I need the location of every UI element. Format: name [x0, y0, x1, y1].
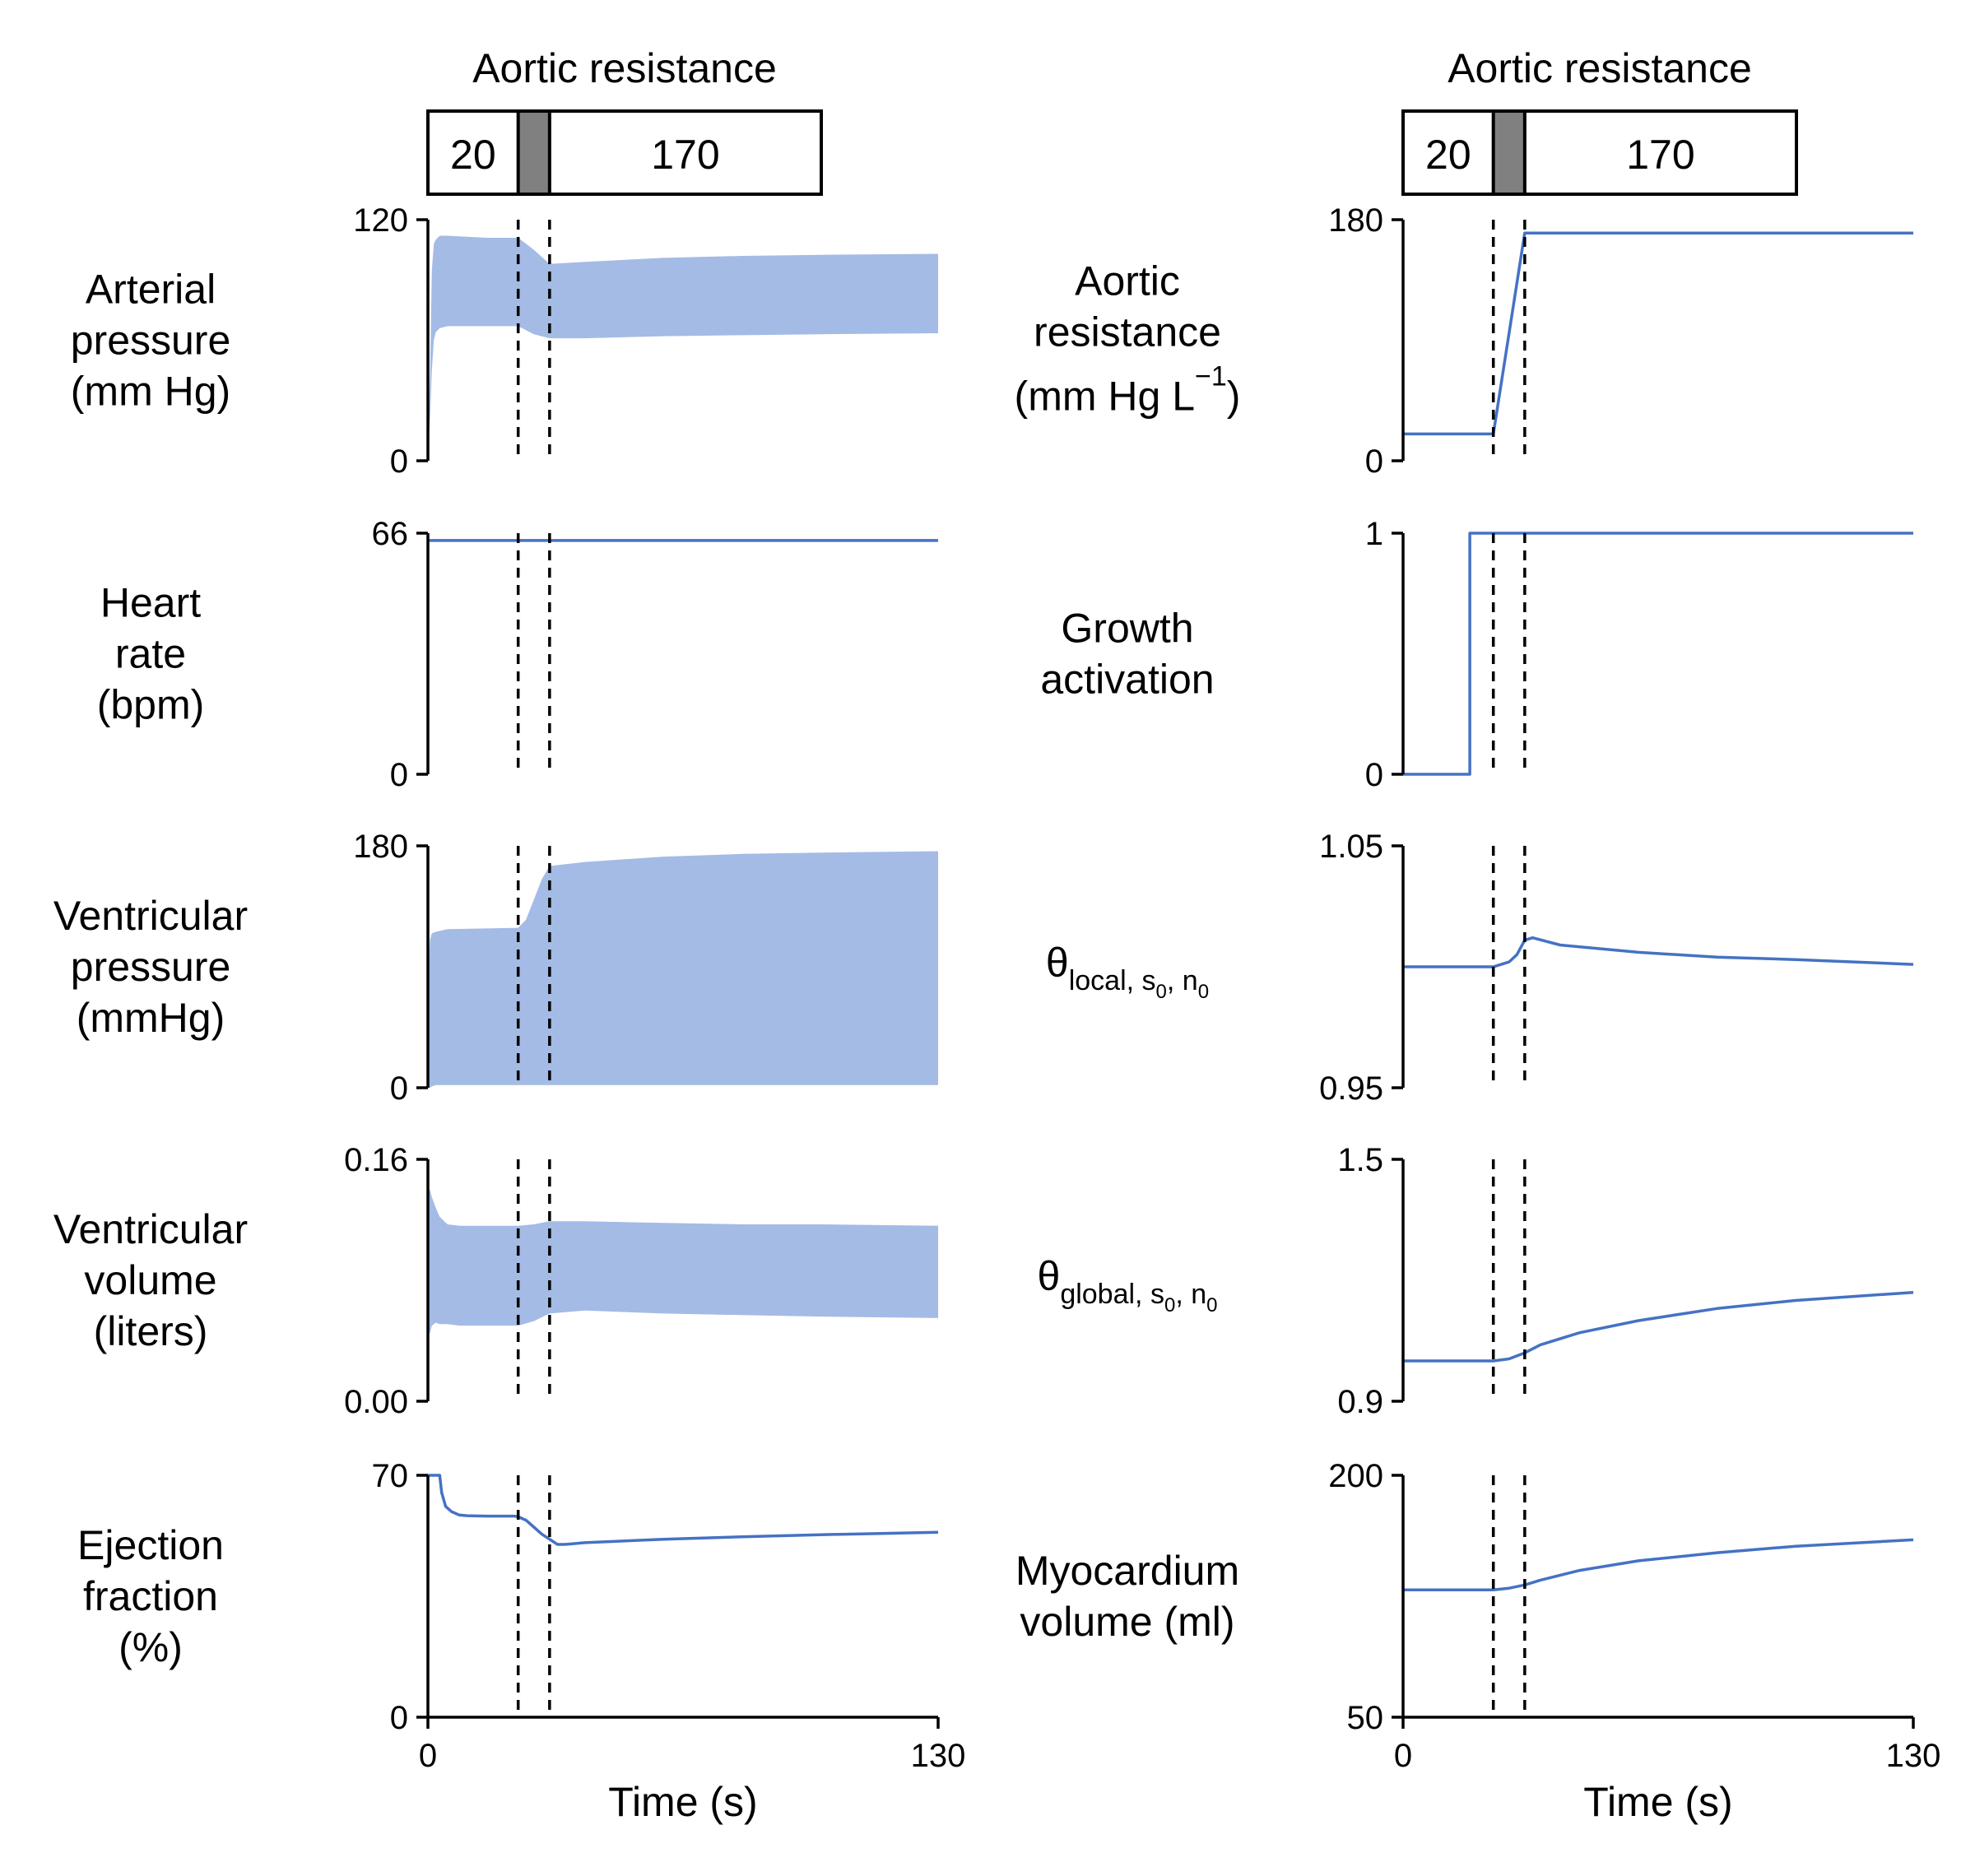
y-tick-label: 0	[390, 1700, 408, 1736]
row-label-right-3: θlocal, s0, n0	[1046, 940, 1209, 1003]
panel-left-5: 0 70 0 130 Time (s)	[372, 1458, 966, 1825]
row-label-left-4: Ventricular volume (liters)	[53, 1206, 248, 1354]
panel-right-5: 50 200 0 130 Time (s)	[1328, 1458, 1940, 1825]
row-label-left-1: Arterial pressure (mm Hg)	[71, 267, 231, 415]
row-label-right-4: θglobal, s0, n0	[1038, 1253, 1218, 1316]
resistance-bar-frame	[426, 109, 823, 196]
row-label-line: (%)	[118, 1624, 183, 1670]
transition-block	[518, 111, 550, 194]
series-line	[1403, 1290, 1914, 1363]
row-label-line: (mm Hg L−1)	[1015, 361, 1241, 420]
row-label-line: volume	[84, 1257, 216, 1303]
row-label-line: volume (ml)	[1020, 1599, 1234, 1645]
transition-block	[1493, 111, 1525, 194]
x-axis-title: Time (s)	[1583, 1779, 1732, 1825]
resistance-low-label: 20	[1425, 132, 1471, 178]
panel-left-2: 0 66	[372, 516, 938, 793]
row-label-left-5: Ejection fraction (%)	[77, 1522, 224, 1670]
y-tick-label: 0	[1365, 757, 1383, 793]
row-label-line: Myocardium	[1015, 1548, 1239, 1594]
y-tick-label: 180	[1328, 202, 1383, 239]
resistance-low-label: 20	[450, 132, 496, 178]
y-tick-label: 180	[353, 829, 408, 865]
x-axis-title: Time (s)	[608, 1779, 757, 1825]
theta-label: θlocal, s0, n0	[1046, 940, 1209, 1003]
row-label-left-3: Ventricular pressure (mmHg)	[53, 893, 248, 1041]
row-label-right-1: Aortic resistance (mm Hg L−1)	[1015, 258, 1241, 420]
y-tick-label: 0	[390, 1070, 408, 1107]
oscillation-band	[428, 1189, 938, 1334]
y-tick-label: 0	[1365, 443, 1383, 480]
x-tick-label: 130	[911, 1738, 966, 1774]
y-tick-label: 0.9	[1337, 1384, 1383, 1420]
y-tick-label: 200	[1328, 1458, 1383, 1494]
row-label-line: pressure	[71, 944, 231, 990]
row-label-line: (mm Hg)	[71, 369, 230, 415]
resistance-high-label: 170	[1626, 132, 1694, 178]
row-label-line: activation	[1040, 657, 1214, 703]
oscillation-band	[428, 235, 938, 461]
series-line	[1403, 231, 1913, 436]
panel-right-1: 0 180	[1328, 202, 1913, 480]
row-label-left-2: Heart rate (bpm)	[97, 580, 205, 728]
y-tick-label: 66	[372, 516, 409, 552]
row-label-line: Arterial	[86, 267, 216, 313]
panel-left-1: 0 120	[353, 202, 938, 480]
x-tick-label: 0	[1394, 1738, 1412, 1774]
series-line	[1403, 936, 1914, 968]
series-line	[1403, 1538, 1914, 1591]
series-line	[428, 1474, 939, 1546]
y-tick-label: 1.5	[1337, 1142, 1383, 1178]
resistance-bar-frame	[1401, 109, 1798, 196]
row-label-line: Ventricular	[53, 893, 248, 939]
oscillation-band	[428, 851, 938, 1088]
aortic-resistance-bar: Aortic resistance 20 170	[426, 45, 823, 196]
row-label-line: Heart	[100, 580, 201, 626]
panel-right-3: 0.95 1.05	[1319, 829, 1914, 1107]
resistance-bar-title: Aortic resistance	[1448, 45, 1752, 91]
panel-right-4: 0.9 1.5	[1337, 1142, 1914, 1420]
y-tick-label: 120	[353, 202, 408, 239]
y-tick-label: 0	[390, 443, 408, 480]
row-label-right-2: Growth activation	[1040, 606, 1214, 703]
row-label-line: Aortic	[1075, 258, 1180, 304]
row-label-line: Growth	[1061, 606, 1193, 652]
y-tick-label: 0.95	[1319, 1070, 1383, 1107]
y-tick-label: 0	[390, 757, 408, 793]
row-label-line: Ejection	[77, 1522, 224, 1568]
row-label-line: resistance	[1034, 309, 1221, 355]
y-tick-label: 1	[1365, 516, 1383, 552]
panel-left-3: 0 180	[353, 829, 938, 1107]
aortic-resistance-bar: Aortic resistance 20 170	[1401, 45, 1798, 196]
panel-left-4: 0.00 0.16	[344, 1142, 938, 1420]
y-tick-label: 0.00	[344, 1384, 408, 1420]
row-label-line: Ventricular	[53, 1206, 248, 1252]
row-label-line: (bpm)	[97, 682, 205, 728]
panel-right-2: 01	[1365, 516, 1913, 793]
row-label-line: rate	[115, 631, 186, 677]
y-tick-label: 50	[1347, 1700, 1384, 1736]
x-tick-label: 0	[419, 1738, 437, 1774]
y-tick-label: 0.16	[344, 1142, 408, 1178]
row-label-line: pressure	[71, 318, 231, 364]
series-line	[1403, 532, 1913, 776]
row-label-line: fraction	[83, 1573, 218, 1619]
row-label-line: (mmHg)	[77, 995, 225, 1041]
x-tick-label: 130	[1886, 1738, 1941, 1774]
resistance-high-label: 170	[651, 132, 719, 178]
theta-label: θglobal, s0, n0	[1038, 1253, 1218, 1316]
row-label-line: (liters)	[94, 1308, 208, 1354]
y-tick-label: 1.05	[1319, 829, 1383, 865]
y-tick-label: 70	[372, 1458, 409, 1494]
resistance-bar-title: Aortic resistance	[472, 45, 777, 91]
row-label-right-5: Myocardium volume (ml)	[1015, 1548, 1239, 1645]
